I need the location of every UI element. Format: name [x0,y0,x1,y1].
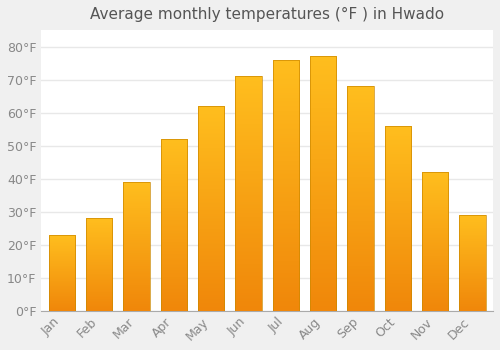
Title: Average monthly temperatures (°F ) in Hwado: Average monthly temperatures (°F ) in Hw… [90,7,444,22]
Bar [310,56,336,311]
Bar [385,126,411,311]
Bar [198,106,224,311]
Bar [348,86,374,311]
Bar [124,182,150,311]
Bar [236,76,262,311]
Bar [161,139,187,311]
Bar [422,172,448,311]
Bar [460,215,485,311]
Bar [273,60,299,311]
Bar [86,218,112,311]
Bar [49,235,75,311]
